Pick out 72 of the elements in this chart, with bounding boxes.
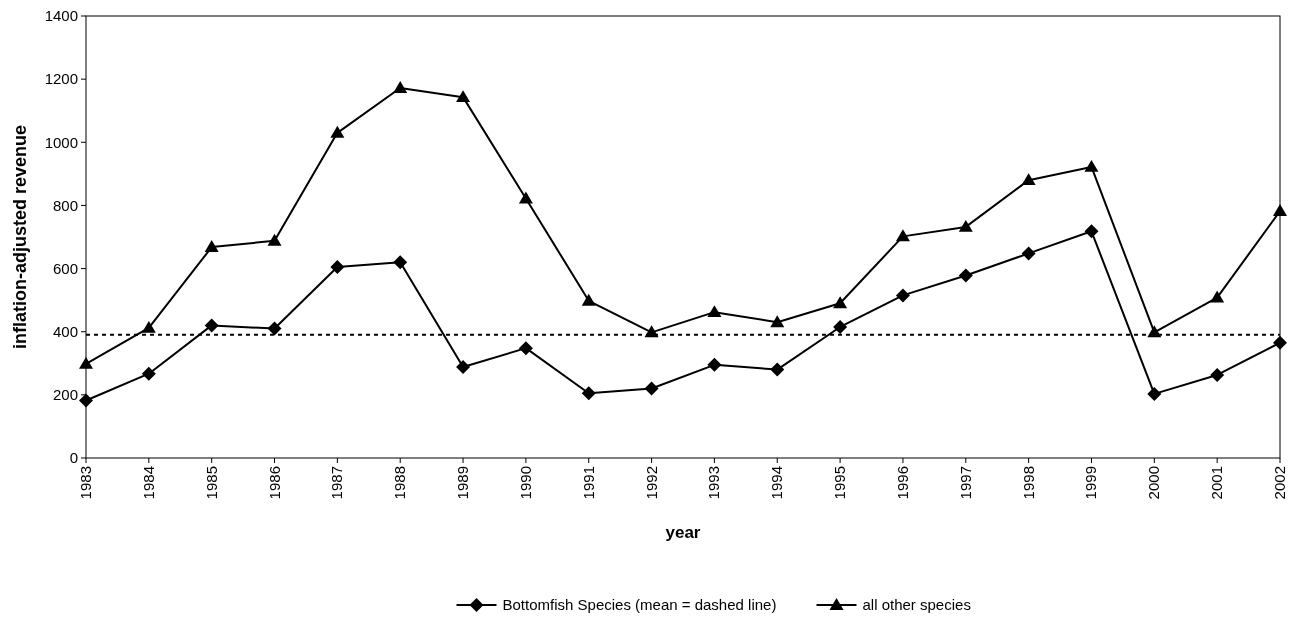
- point: [581, 293, 596, 306]
- y-tick-label: 800: [52, 196, 78, 214]
- point: [1273, 335, 1287, 350]
- point: [1021, 173, 1036, 186]
- point: [456, 360, 471, 375]
- point: [1210, 290, 1225, 303]
- point: [456, 90, 471, 103]
- x-tick-label: 1987: [328, 466, 346, 500]
- x-tick-label: 1990: [516, 466, 534, 500]
- point: [267, 233, 282, 246]
- point: [958, 268, 973, 283]
- x-tick-label: 1989: [454, 466, 472, 500]
- x-tick-label: 2001: [1208, 466, 1226, 500]
- point: [393, 255, 408, 270]
- point: [895, 229, 910, 242]
- y-tick-label: 1000: [44, 133, 78, 151]
- x-tick-label: 1984: [139, 466, 157, 500]
- x-tick-label: 1986: [265, 466, 283, 500]
- legend-label: all other species: [862, 596, 971, 614]
- point: [707, 305, 722, 318]
- y-tick-label: 600: [52, 259, 78, 277]
- point: [1147, 386, 1162, 401]
- x-tick-label: 1994: [768, 466, 786, 500]
- point: [644, 325, 659, 338]
- x-tick-label: 1988: [391, 466, 409, 500]
- point: [1084, 224, 1099, 239]
- point: [770, 362, 785, 377]
- point: [330, 125, 345, 138]
- point: [204, 240, 219, 252]
- point: [644, 381, 659, 396]
- point: [1273, 204, 1287, 217]
- x-tick-label: 1996: [893, 466, 911, 500]
- x-axis-title: year: [665, 523, 701, 542]
- x-tick-label: 1992: [642, 466, 660, 500]
- point: [141, 320, 156, 333]
- x-tick-label: 1998: [1019, 466, 1037, 500]
- point: [1147, 325, 1162, 338]
- point: [958, 219, 973, 232]
- point: [1084, 159, 1099, 172]
- x-tick-label: 2002: [1271, 466, 1288, 500]
- point: [707, 357, 722, 372]
- point: [393, 80, 408, 93]
- point: [141, 366, 156, 381]
- y-tick-label: 1400: [44, 7, 78, 25]
- x-tick-label: 1997: [956, 466, 974, 500]
- point: [79, 356, 93, 369]
- point: [518, 191, 533, 204]
- point: [770, 315, 785, 328]
- point: [581, 386, 596, 401]
- y-axis-title: inflation-adjusted revenue: [10, 124, 30, 350]
- x-tick-label: 1999: [1082, 466, 1100, 500]
- point: [833, 319, 848, 334]
- x-tick-label: 1985: [202, 466, 220, 500]
- point: [1210, 367, 1225, 382]
- point: [79, 393, 93, 408]
- x-tick-label: 1983: [77, 466, 94, 500]
- point: [330, 259, 345, 274]
- point: [518, 341, 533, 356]
- y-tick-label: 400: [52, 322, 78, 340]
- y-tick-label: 1200: [44, 70, 78, 88]
- point: [267, 321, 282, 336]
- point: [833, 296, 848, 309]
- x-tick-label: 1991: [579, 466, 597, 500]
- y-tick-label: 0: [69, 449, 78, 467]
- legend-label: Bottomfish Species (mean = dashed line): [502, 596, 777, 614]
- point: [895, 288, 910, 303]
- point: [204, 318, 219, 333]
- point: [1021, 246, 1036, 261]
- x-tick-label: 1993: [705, 466, 723, 500]
- x-tick-label: 1995: [831, 466, 849, 500]
- x-tick-label: 2000: [1145, 466, 1163, 500]
- y-tick-label: 200: [52, 386, 78, 404]
